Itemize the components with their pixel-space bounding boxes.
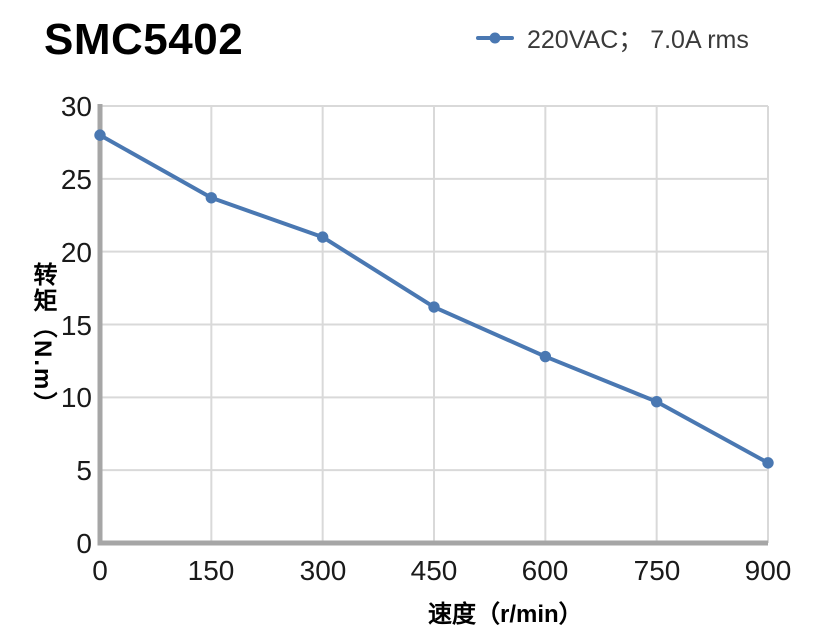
y-tick-label: 0 xyxy=(76,528,92,559)
x-tick-label: 750 xyxy=(633,555,681,586)
y-tick-label: 5 xyxy=(76,455,92,486)
chart-title: SMC5402 xyxy=(44,15,244,64)
x-tick-label: 0 xyxy=(92,555,108,586)
x-tick-label: 300 xyxy=(299,555,347,586)
y-axis-title: 转矩（N.m） xyxy=(29,262,56,418)
legend-line-marker-icon xyxy=(476,32,514,44)
y-tick-label: 25 xyxy=(60,164,92,195)
x-tick-label: 600 xyxy=(521,555,569,586)
x-tick-label: 150 xyxy=(187,555,235,586)
x-axis-title: 速度（r/min） xyxy=(428,601,583,628)
y-tick-label: 15 xyxy=(60,310,92,341)
x-tick-label: 900 xyxy=(744,555,792,586)
legend: 220VAC； 7.0A rms xyxy=(476,22,749,54)
y-tick-label: 20 xyxy=(60,237,92,268)
x-tick-label: 450 xyxy=(410,555,458,586)
legend-label: 220VAC； 7.0A rms xyxy=(527,26,749,54)
y-tick-label: 30 xyxy=(60,91,92,122)
y-tick-label: 10 xyxy=(60,382,92,413)
